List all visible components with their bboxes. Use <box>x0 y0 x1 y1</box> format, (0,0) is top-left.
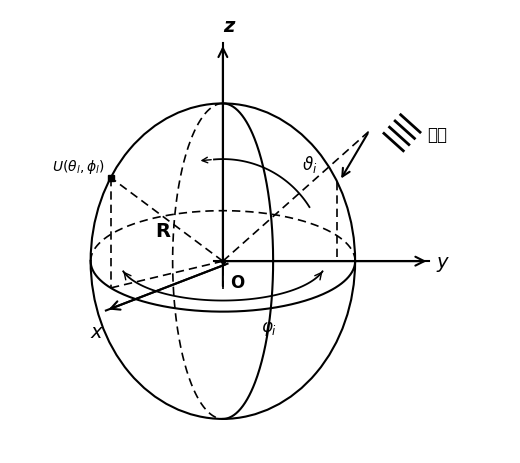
Text: $U(\theta_l,\phi_l)$: $U(\theta_l,\phi_l)$ <box>53 158 105 176</box>
Text: $\varphi_i$: $\varphi_i$ <box>261 319 277 338</box>
Text: z: z <box>223 17 234 36</box>
Text: x: x <box>91 322 102 341</box>
Text: R: R <box>155 222 170 241</box>
Text: $\vartheta_i$: $\vartheta_i$ <box>302 154 317 175</box>
Text: O: O <box>230 273 244 291</box>
Text: 声源: 声源 <box>427 125 447 143</box>
Text: y: y <box>436 252 448 271</box>
